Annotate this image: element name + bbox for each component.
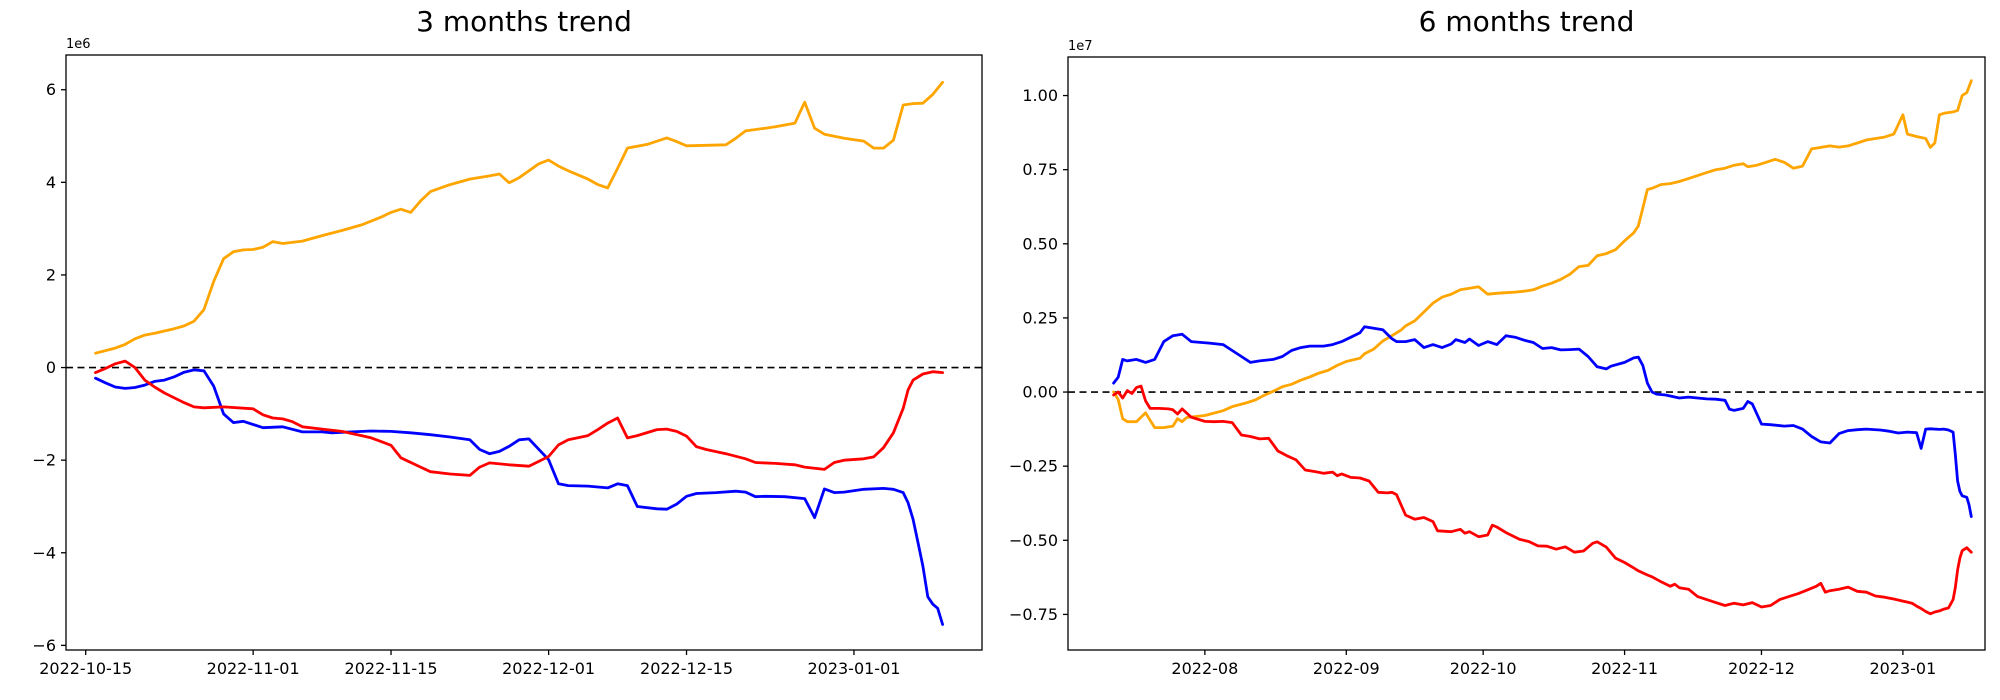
left-y-offset-label: 1e6 bbox=[66, 37, 91, 52]
right-axes-spines bbox=[1067, 56, 1986, 651]
right-y-offset-label: 1e7 bbox=[1068, 39, 1093, 54]
left-y-tick-label: 0 bbox=[46, 358, 56, 377]
left-y-tick-label: −2 bbox=[32, 451, 56, 470]
right-y-tick-label: −0.50 bbox=[1009, 531, 1058, 550]
right-y-tick-label: 0.75 bbox=[1022, 160, 1058, 179]
right-y-tick-label: −0.75 bbox=[1009, 605, 1058, 624]
right-blue-series-line bbox=[1112, 325, 1973, 518]
right-chart-title: 6 months trend bbox=[1418, 5, 1635, 38]
left-red-series-line bbox=[94, 359, 944, 477]
right-red-series-line bbox=[1112, 384, 1973, 616]
right-x-tick-label: 2022-10 bbox=[1450, 659, 1517, 678]
left-blue-series-line bbox=[94, 368, 944, 626]
left-x-tick-label: 2022-12-01 bbox=[502, 659, 595, 678]
right-y-tick-label: −0.25 bbox=[1009, 457, 1058, 476]
right-y-tick-label: 1.00 bbox=[1022, 86, 1058, 105]
left-x-tick-label: 2023-01-01 bbox=[807, 659, 900, 678]
left-y-tick-label: 4 bbox=[46, 173, 56, 192]
right-x-tick-label: 2022-12 bbox=[1728, 659, 1795, 678]
left-x-tick-label: 2022-12-15 bbox=[640, 659, 733, 678]
left-y-tick-label: 2 bbox=[46, 265, 56, 284]
left-axes-spines bbox=[65, 54, 983, 651]
right-x-tick-label: 2022-11 bbox=[1591, 659, 1658, 678]
left-x-tick-label: 2022-11-01 bbox=[207, 659, 300, 678]
left-orange-series-line bbox=[94, 80, 944, 355]
left-chart-title: 3 months trend bbox=[416, 5, 632, 38]
left-y-tick-label: −4 bbox=[32, 543, 56, 562]
left-x-tick-label: 2022-10-15 bbox=[39, 659, 132, 678]
right-x-tick-label: 2022-08 bbox=[1171, 659, 1238, 678]
right-orange-series-line bbox=[1112, 79, 1973, 430]
left-x-tick-label: 2022-11-15 bbox=[345, 659, 438, 678]
left-y-tick-label: 6 bbox=[46, 80, 56, 99]
left-y-tick-label: −6 bbox=[32, 636, 56, 655]
right-y-tick-label: 0.00 bbox=[1022, 383, 1058, 402]
right-x-tick-label: 2023-01 bbox=[1869, 659, 1936, 678]
right-x-tick-label: 2022-09 bbox=[1313, 659, 1380, 678]
right-y-tick-label: 0.25 bbox=[1022, 308, 1058, 327]
right-y-tick-label: 0.50 bbox=[1022, 234, 1058, 253]
